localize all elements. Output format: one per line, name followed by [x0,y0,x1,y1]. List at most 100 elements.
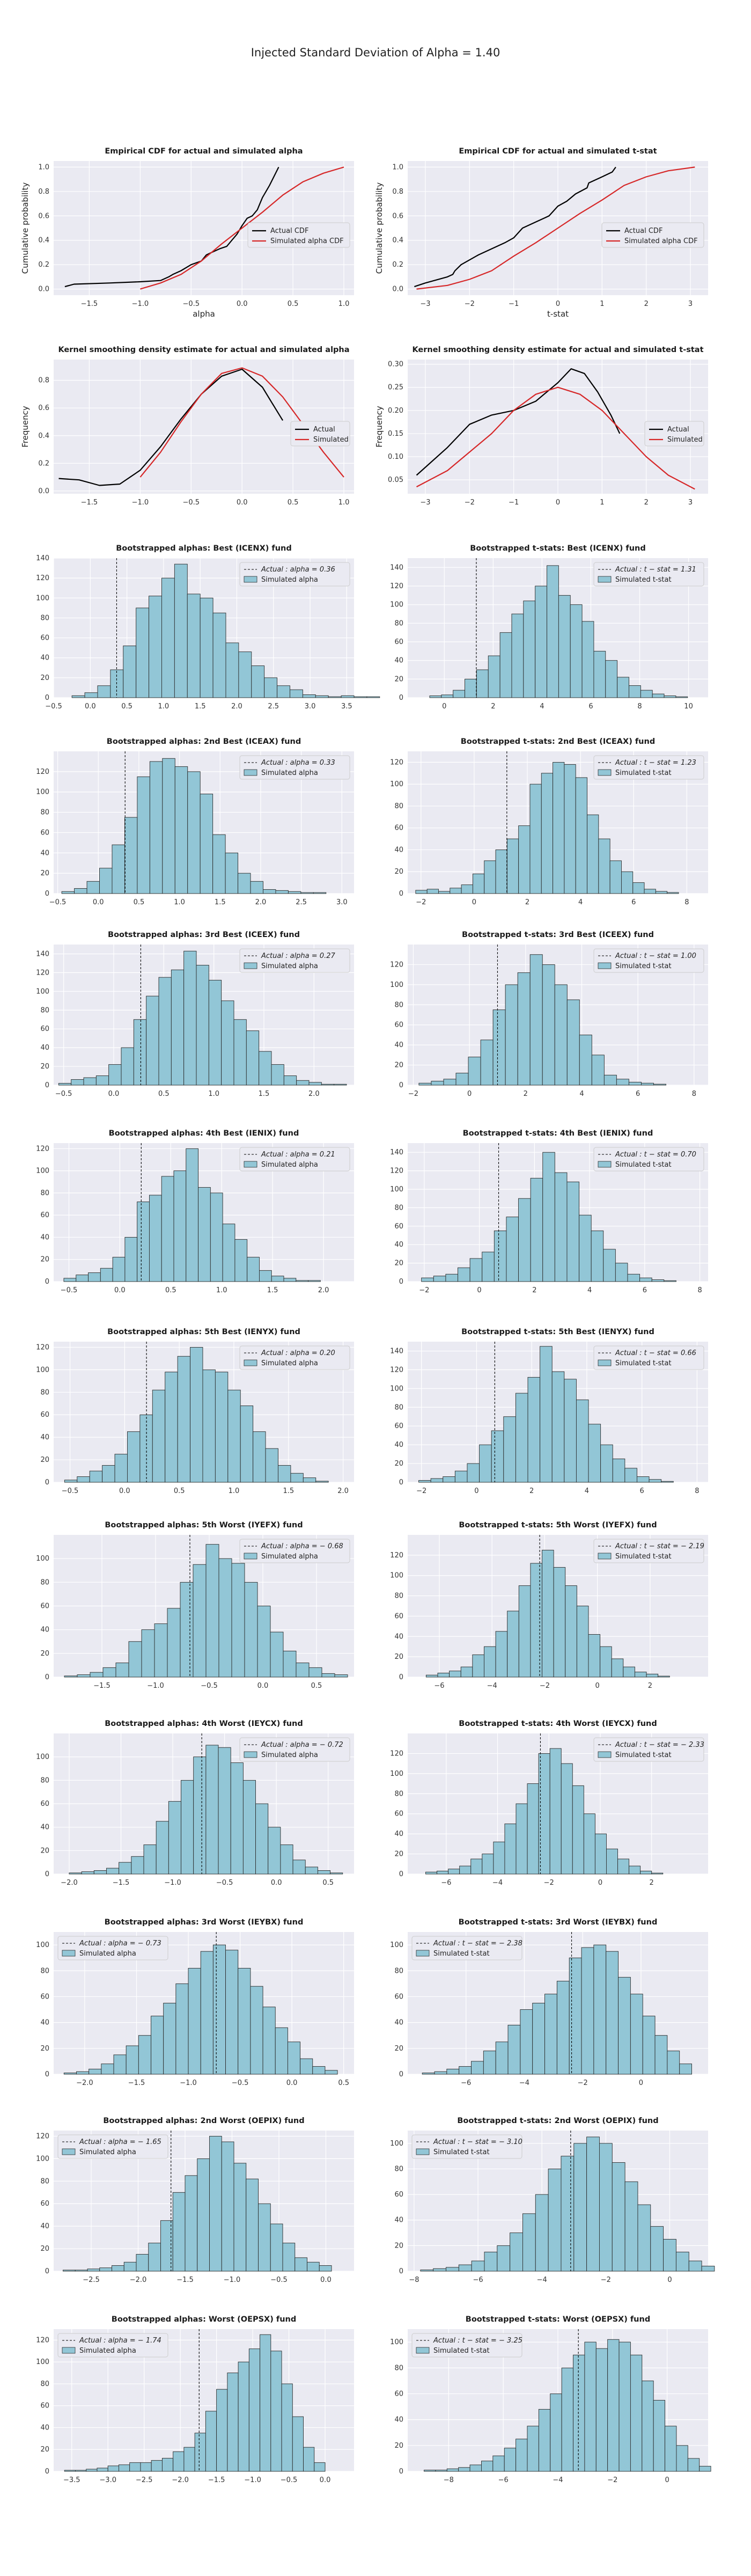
x-tick-label: 0.0 [114,1286,126,1294]
histogram-bar [124,1236,138,1282]
x-tick-label: 0.5 [322,1879,334,1887]
histogram-bar [480,1040,494,1086]
x-tick-label: 3.5 [341,702,352,711]
x-tick-label: −3.5 [63,2476,80,2484]
histogram-bar [627,1274,640,1282]
histogram-bar [87,2268,100,2272]
histogram-bar [93,1870,107,1875]
histogram-bar [518,1585,531,1678]
histogram-bar [591,1055,605,1086]
histogram-bar [418,1480,431,1483]
x-tick-label: 4 [587,1286,592,1294]
x-tick-label: −2 [416,898,426,906]
histogram-bar [661,1481,674,1483]
histogram-bar [71,695,85,698]
histogram-bar [83,1077,97,1086]
histogram-bar [640,1870,652,1875]
histogram-bar [124,817,138,894]
y-tick-label: 100 [390,2338,403,2346]
histogram-bar [268,1827,281,1875]
legend-label: Actual : alpha = 0.36 [261,566,335,574]
legend-box [593,1737,704,1762]
histogram-bar [246,1030,260,1086]
histogram-bar [650,2226,664,2272]
y-tick-label: 0.8 [38,188,49,196]
y-tick-label: 120 [390,1750,403,1758]
x-tick-label: −1 [509,300,519,308]
legend-box [239,562,350,587]
histogram-bar [506,838,519,894]
histogram-bar [161,2458,174,2472]
histogram-bar [183,2447,195,2472]
histogram-bar [89,2068,102,2075]
x-tick-label: 2.0 [308,1090,320,1098]
y-tick-label: 100 [390,1770,403,1778]
histogram-bar [517,972,531,1086]
histogram-bar [630,1994,643,2075]
histogram-bar [518,825,531,894]
histogram-bar [233,2163,247,2272]
x-tick-label: −2.0 [172,2476,189,2484]
x-tick-label: −0.5 [182,499,200,507]
histogram-bar [97,685,111,698]
histogram-bar [420,2270,434,2272]
y-tick-label: 100 [36,1941,49,1949]
y-tick-label: 0.25 [388,384,403,392]
x-tick-label: −1.0 [224,2276,241,2284]
histogram-bar [193,1757,207,1875]
histogram-bar [527,1377,541,1483]
histogram-bar [446,2267,459,2272]
x-tick-label: 0 [477,1286,481,1294]
y-tick-label: 100 [36,1555,49,1563]
y-tick-label: 100 [36,1753,49,1761]
y-tick-label: 40 [394,2216,403,2224]
x-tick-label: −8 [409,2276,419,2284]
chart-title: Bootstrapped alphas: 3rd Best (ICEEX) fu… [108,931,300,939]
x-tick-label: 1.0 [158,702,170,711]
histogram-bar [593,1944,607,2075]
x-tick-label: −2 [607,2476,617,2484]
legend-swatch [244,1751,257,1758]
y-tick-label: 100 [390,1572,403,1580]
histogram-bar [154,1623,168,1678]
histogram-bar [173,2451,185,2472]
x-tick-label: 1 [600,300,604,308]
histogram-bar [188,1968,201,2075]
histogram-bar [575,777,587,894]
histogram-bar [479,1444,492,1483]
histogram-bar [283,1075,297,1086]
x-tick-label: −0.5 [182,300,200,308]
y-tick-label: 80 [394,1790,403,1798]
histogram-bar [488,655,500,698]
x-tick-label: 0 [665,2476,669,2484]
chart-panel-23: −3.5 −3.0 −2.5 −2.0 −1.5 −1.0 −0.5 0.0 0 20 40 60 80… [36,2315,354,2484]
histogram-bar [587,814,599,894]
y-tick-label: 140 [36,554,49,562]
legend-swatch [244,576,257,583]
histogram-bar [99,868,113,894]
legend-label: Simulated t-stat [615,576,672,584]
chart-title: Empirical CDF for actual and simulated a… [105,147,303,156]
histogram-bar [136,2254,149,2272]
histogram-bar [600,1646,612,1678]
y-tick-label: 0 [399,2070,403,2079]
histogram-bar [535,586,547,698]
histogram-bar [238,652,252,698]
legend-swatch [244,962,257,969]
histogram-bar [300,2058,313,2075]
histogram-bar [561,2367,573,2472]
histogram-bar [564,1379,577,1483]
histogram-bar [667,2051,680,2075]
y-tick-label: 120 [36,969,49,977]
legend-swatch [598,576,612,583]
x-tick-label: 0.0 [237,300,248,308]
legend-box [593,1147,704,1172]
y-tick-label: 0 [399,1479,403,1487]
histogram-bar [460,1666,473,1678]
histogram-bar [173,1170,187,1282]
histogram-bar [515,1393,528,1483]
chart-title: Bootstrapped alphas: 3rd Worst (IEYBX) f… [105,1918,304,1927]
histogram-bar [271,1064,284,1086]
x-tick-label: 6 [643,1286,647,1294]
y-tick-label: 0.0 [38,286,49,294]
